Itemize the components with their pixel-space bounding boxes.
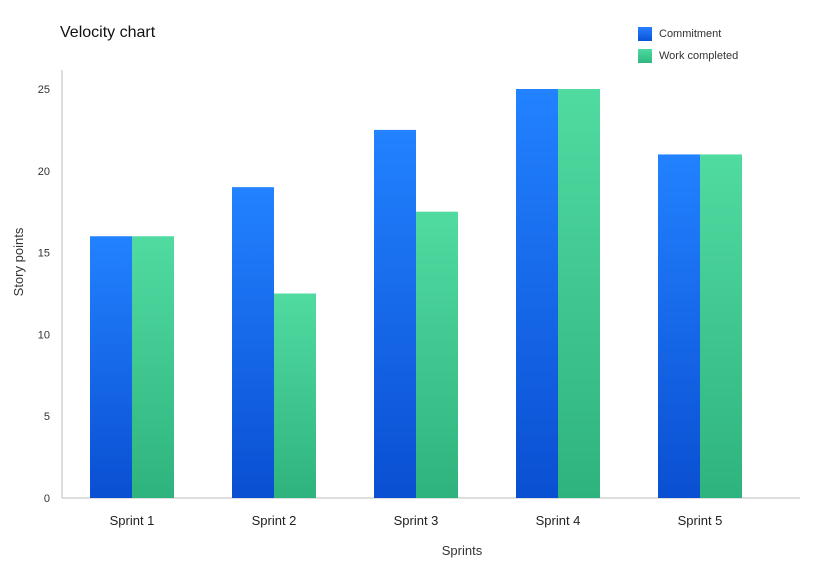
legend-item-work-completed[interactable]: Work completed (638, 48, 738, 64)
x-tick-label-sprint-3: Sprint 3 (394, 513, 439, 528)
y-axis-label: Story points (11, 227, 26, 296)
bar-commitment-sprint-1[interactable] (90, 236, 132, 499)
legend-swatch-work-completed (638, 49, 652, 63)
y-tick-label-0: 0 (44, 493, 50, 505)
bar-commitment-sprint-2[interactable] (232, 187, 274, 498)
legend-swatch-commitment (638, 27, 652, 41)
legend-label-commitment: Commitment (659, 28, 722, 40)
y-tick-label-10: 10 (38, 329, 50, 341)
x-axis-label: Sprints (442, 543, 483, 558)
x-tick-label-sprint-2: Sprint 2 (252, 513, 297, 528)
bar-work-completed-sprint-5[interactable] (700, 154, 742, 498)
bar-commitment-sprint-5[interactable] (658, 154, 700, 498)
y-tick-label-25: 25 (38, 84, 50, 96)
y-tick-label-15: 15 (38, 248, 50, 260)
legend: Commitment Work completed (638, 26, 738, 70)
x-tick-label-sprint-5: Sprint 5 (678, 513, 723, 528)
bar-commitment-sprint-4[interactable] (516, 89, 558, 498)
bar-work-completed-sprint-4[interactable] (558, 89, 600, 498)
bar-commitment-sprint-3[interactable] (374, 129, 416, 498)
bar-work-completed-sprint-1[interactable] (132, 236, 174, 499)
bar-work-completed-sprint-3[interactable] (416, 211, 458, 498)
chart-title: Velocity chart (60, 24, 156, 41)
x-tick-label-sprint-1: Sprint 1 (110, 513, 155, 528)
y-tick-label-5: 5 (44, 411, 50, 423)
legend-label-work-completed: Work completed (659, 50, 739, 62)
y-tick-label-20: 20 (38, 166, 50, 178)
bar-work-completed-sprint-2[interactable] (274, 293, 316, 499)
x-tick-label-sprint-4: Sprint 4 (536, 513, 581, 528)
legend-item-commitment[interactable]: Commitment (638, 26, 738, 42)
